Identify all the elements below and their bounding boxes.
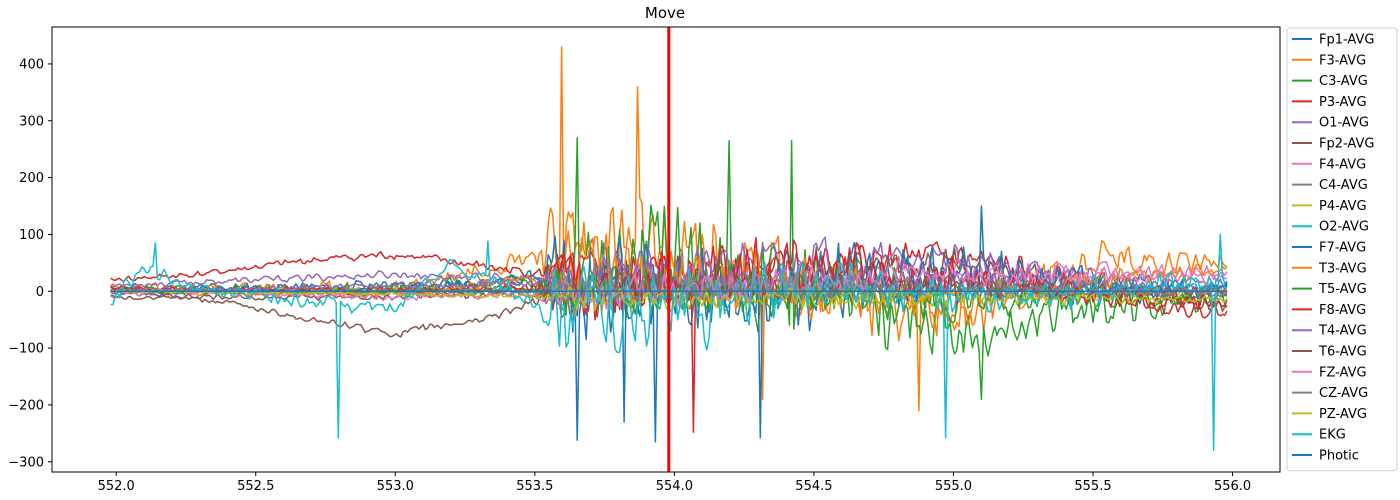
legend-label: Photic [1319, 449, 1359, 464]
x-tick-label: 553.0 [377, 479, 414, 494]
legend-label: C3-AVG [1319, 74, 1368, 89]
y-axis: −300 −200 −100 0 100 200 300 400 [8, 57, 52, 470]
x-tick-label: 553.5 [516, 479, 553, 494]
legend-label: O1-AVG [1319, 116, 1369, 131]
x-axis: 552.0 552.5 553.0 553.5 554.0 554.5 555.0 555.5… [98, 472, 1251, 494]
y-tick-label: 300 [19, 114, 44, 129]
legend-label: F7-AVG [1319, 241, 1366, 256]
legend-label: CZ-AVG [1319, 386, 1368, 401]
legend-label: FZ-AVG [1319, 365, 1367, 380]
y-tick-label: −200 [8, 398, 44, 413]
x-tick-label: 554.0 [656, 479, 693, 494]
legend-label: P3-AVG [1319, 95, 1367, 110]
legend-label: T4-AVG [1318, 324, 1367, 339]
chart-title: Move [645, 4, 685, 22]
legend-box [1286, 27, 1398, 472]
x-tick-label: 554.5 [795, 479, 832, 494]
y-tick-label: −300 [8, 455, 44, 470]
legend-label: EKG [1319, 428, 1346, 443]
legend-label: Fp2-AVG [1319, 137, 1374, 152]
legend-label: O2-AVG [1319, 220, 1369, 235]
legend-label: F3-AVG [1319, 53, 1366, 68]
legend-label: F8-AVG [1319, 303, 1366, 318]
legend-label: T5-AVG [1318, 282, 1367, 297]
x-tick-label: 552.0 [98, 479, 135, 494]
legend-label: P4-AVG [1319, 199, 1367, 214]
x-tick-label: 552.5 [237, 479, 274, 494]
legend-label: T3-AVG [1318, 261, 1367, 276]
x-tick-label: 555.5 [1074, 479, 1111, 494]
x-tick-label: 555.0 [935, 479, 972, 494]
y-tick-label: 100 [19, 228, 44, 243]
y-tick-label: 400 [19, 57, 44, 72]
legend-label: C4-AVG [1319, 178, 1368, 193]
x-tick-label: 556.0 [1214, 479, 1251, 494]
y-tick-label: 200 [19, 171, 44, 186]
plot-area-frame [51, 26, 1281, 473]
legend-label: Fp1-AVG [1319, 33, 1374, 48]
legend: Fp1-AVG F3-AVG C3-AVG P3-AVG O1-AVG Fp2-AVG F4… [1286, 27, 1398, 472]
y-tick-label: −100 [8, 342, 44, 357]
legend-label: T6-AVG [1318, 345, 1367, 360]
legend-label: PZ-AVG [1319, 407, 1367, 422]
y-tick-label: 0 [36, 285, 44, 300]
legend-label: F4-AVG [1319, 157, 1366, 172]
